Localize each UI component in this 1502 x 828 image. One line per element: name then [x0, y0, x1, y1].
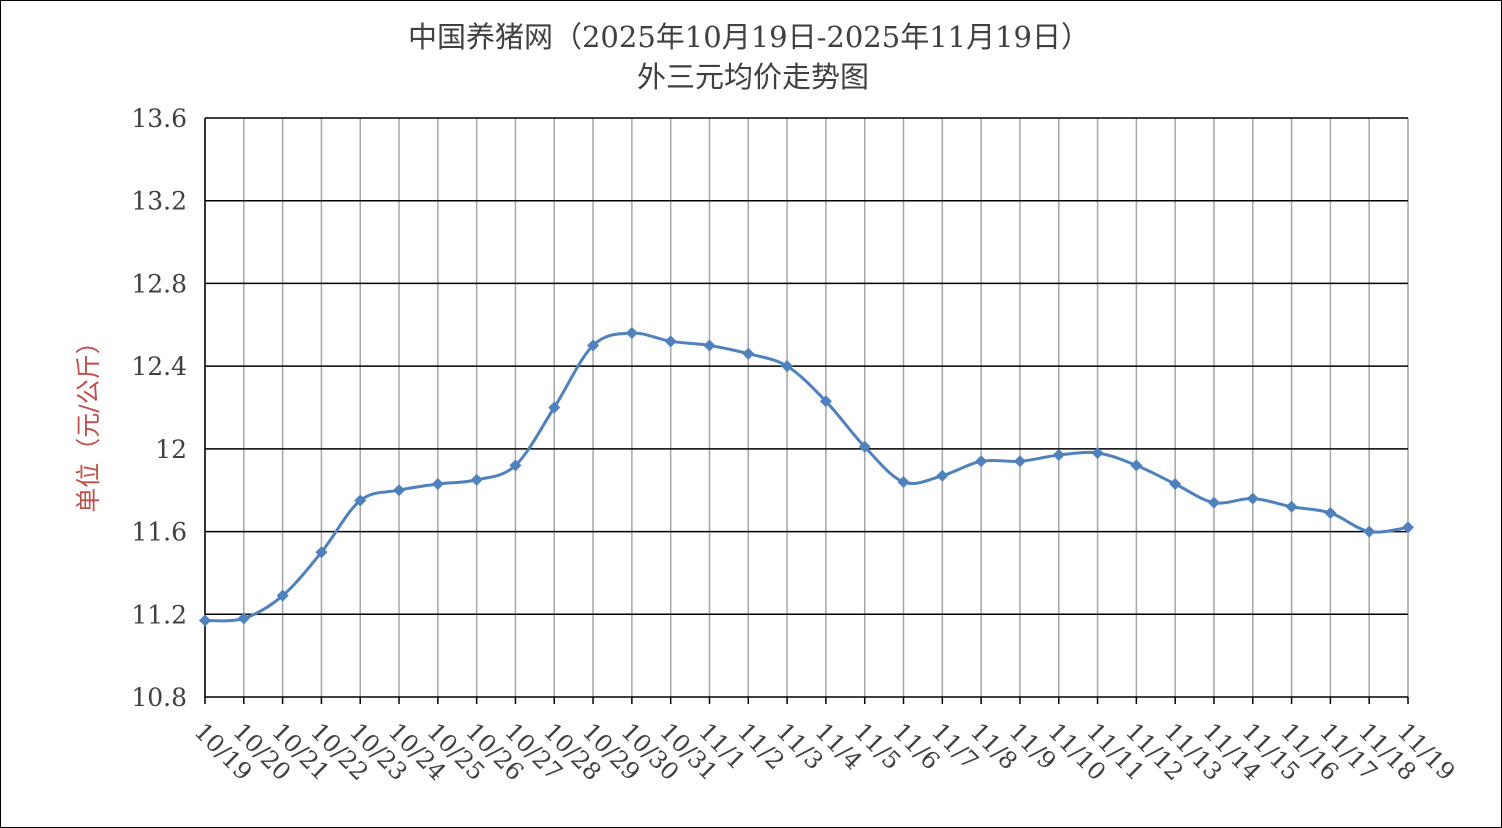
data-point-marker: [1246, 492, 1259, 505]
data-point-marker: [975, 455, 988, 468]
data-point-marker: [276, 589, 289, 602]
y-tick-label: 11.6: [131, 518, 187, 547]
y-tick-label: 13.2: [131, 187, 187, 216]
data-point-marker: [431, 478, 444, 491]
data-point-marker: [1013, 455, 1026, 468]
y-tick-label: 12.4: [131, 352, 187, 381]
data-point-marker: [781, 360, 794, 373]
y-tick-label: 12.8: [131, 269, 187, 298]
data-point-marker: [509, 459, 522, 472]
data-point-marker: [1169, 478, 1182, 491]
y-tick-label: 13.6: [131, 104, 187, 133]
data-point-marker: [858, 440, 871, 453]
y-tick-label: 11.2: [131, 600, 187, 629]
data-point-marker: [664, 335, 677, 348]
y-tick-label: 10.8: [131, 683, 187, 712]
data-point-marker: [897, 475, 910, 488]
data-point-marker: [1402, 521, 1414, 534]
data-point-marker: [354, 494, 367, 507]
data-point-marker: [1285, 500, 1298, 513]
series-line: [204, 331, 1409, 623]
data-point-marker: [703, 339, 716, 352]
data-point-marker: [548, 401, 561, 414]
data-point-marker: [819, 395, 832, 408]
data-point-marker: [1091, 446, 1104, 459]
y-tick-label: 12: [155, 435, 187, 464]
data-point-marker: [1207, 496, 1220, 509]
data-point-marker: [470, 473, 483, 486]
data-point-marker: [237, 612, 250, 625]
data-point-marker: [393, 484, 406, 497]
y-axis-label: 单位（元/公斤）: [74, 329, 103, 512]
chart-subtitle: 外三元均价走势图: [637, 60, 869, 94]
data-point-marker: [587, 339, 600, 352]
data-point-marker: [1130, 459, 1143, 472]
data-point-marker: [742, 347, 755, 360]
chart-title: 中国养猪网（2025年10月19日-2025年11月19日）: [408, 20, 1090, 54]
data-point-marker: [936, 469, 949, 482]
data-point-marker: [315, 546, 328, 559]
data-point-marker: [1363, 525, 1376, 538]
data-point-marker: [1052, 449, 1065, 462]
data-point-marker: [1324, 506, 1337, 519]
data-point-marker: [625, 327, 638, 340]
data-point-marker: [199, 614, 211, 627]
